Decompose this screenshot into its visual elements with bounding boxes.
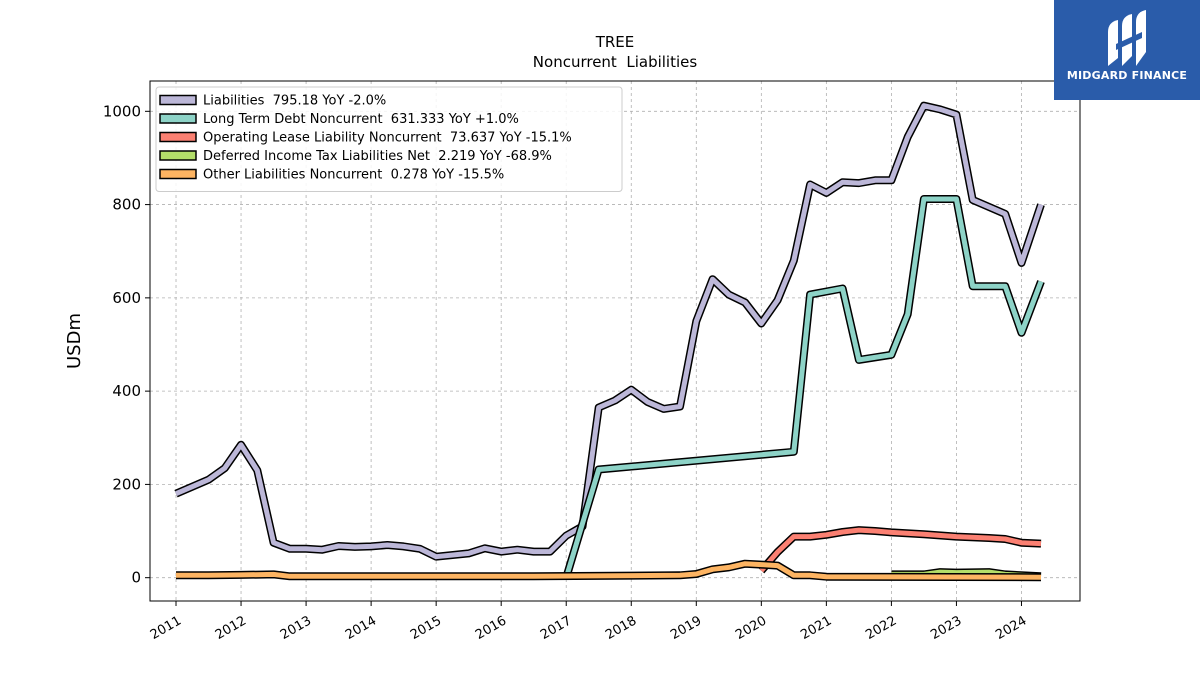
chart-subtitle: Noncurrent Liabilities xyxy=(533,53,698,71)
legend-swatch xyxy=(159,168,197,180)
legend-label: Other Liabilities Noncurrent 0.278 YoY -… xyxy=(203,168,504,183)
y-tick-label: 600 xyxy=(112,289,141,307)
legend-label: Liabilities 795.18 YoY -2.0% xyxy=(203,94,386,109)
logo-text: MIDGARD FINANCE xyxy=(1066,69,1188,82)
series-line xyxy=(759,527,1042,573)
x-axis-ticks: 2011 2012 2013 2014 2015 2016 2017 2018 2019 2020… xyxy=(148,601,1029,643)
x-tick-label: 2016 xyxy=(473,613,509,643)
x-tick-label: 2013 xyxy=(278,613,314,643)
legend-box xyxy=(155,86,623,192)
y-axis-ticks: 0 200 400 600 800 1000 xyxy=(103,102,150,587)
series-long-term-debt-noncurrent xyxy=(562,195,1045,579)
x-tick-label: 2015 xyxy=(408,613,444,643)
x-tick-label: 2018 xyxy=(603,613,639,643)
y-tick-label: 800 xyxy=(112,196,141,214)
legend-swatch xyxy=(159,94,197,106)
series-other-liabilities-noncurrent xyxy=(176,559,1042,582)
y-tick-label: 1000 xyxy=(103,102,141,120)
midgard-logo-icon xyxy=(1108,10,1146,66)
series-liabilities xyxy=(174,101,1045,561)
midgard-finance-logo: MIDGARD FINANCE xyxy=(1054,0,1200,100)
series-lines xyxy=(174,101,1045,582)
x-tick-label: 2024 xyxy=(993,613,1029,643)
legend-swatch xyxy=(159,113,197,124)
x-tick-label: 2017 xyxy=(538,613,574,643)
legend: Liabilities 795.18 YoY -2.0% Long Term De… xyxy=(155,86,623,192)
y-axis-label: USDm xyxy=(64,313,85,369)
legend-label: Long Term Debt Noncurrent 631.333 YoY +1… xyxy=(203,112,519,127)
legend-label: Operating Lease Liability Noncurrent 73.… xyxy=(203,131,572,146)
x-tick-label: 2019 xyxy=(668,613,704,643)
legend-swatch xyxy=(159,150,197,161)
x-tick-label: 2023 xyxy=(928,613,964,643)
plot-frame xyxy=(149,80,1081,602)
legend-swatch xyxy=(159,131,197,143)
legend-label: Deferred Income Tax Liabilities Net 2.21… xyxy=(203,149,552,164)
y-tick-label: 400 xyxy=(112,382,141,400)
x-tick-label: 2020 xyxy=(733,613,769,643)
series-operating-lease-liability-noncurrent xyxy=(758,526,1042,574)
x-tick-label: 2022 xyxy=(863,613,899,643)
chart-title: TREE xyxy=(595,33,635,51)
series-line xyxy=(176,561,1042,580)
series-line xyxy=(175,103,1044,560)
x-tick-label: 2021 xyxy=(798,613,834,643)
series-line xyxy=(563,196,1044,579)
x-tick-label: 2014 xyxy=(343,613,379,643)
series-outline xyxy=(562,195,1045,579)
x-tick-label: 2012 xyxy=(213,613,249,643)
y-tick-label: 200 xyxy=(112,475,141,493)
y-tick-label: 0 xyxy=(131,569,141,587)
x-tick-label: 2011 xyxy=(148,613,184,643)
